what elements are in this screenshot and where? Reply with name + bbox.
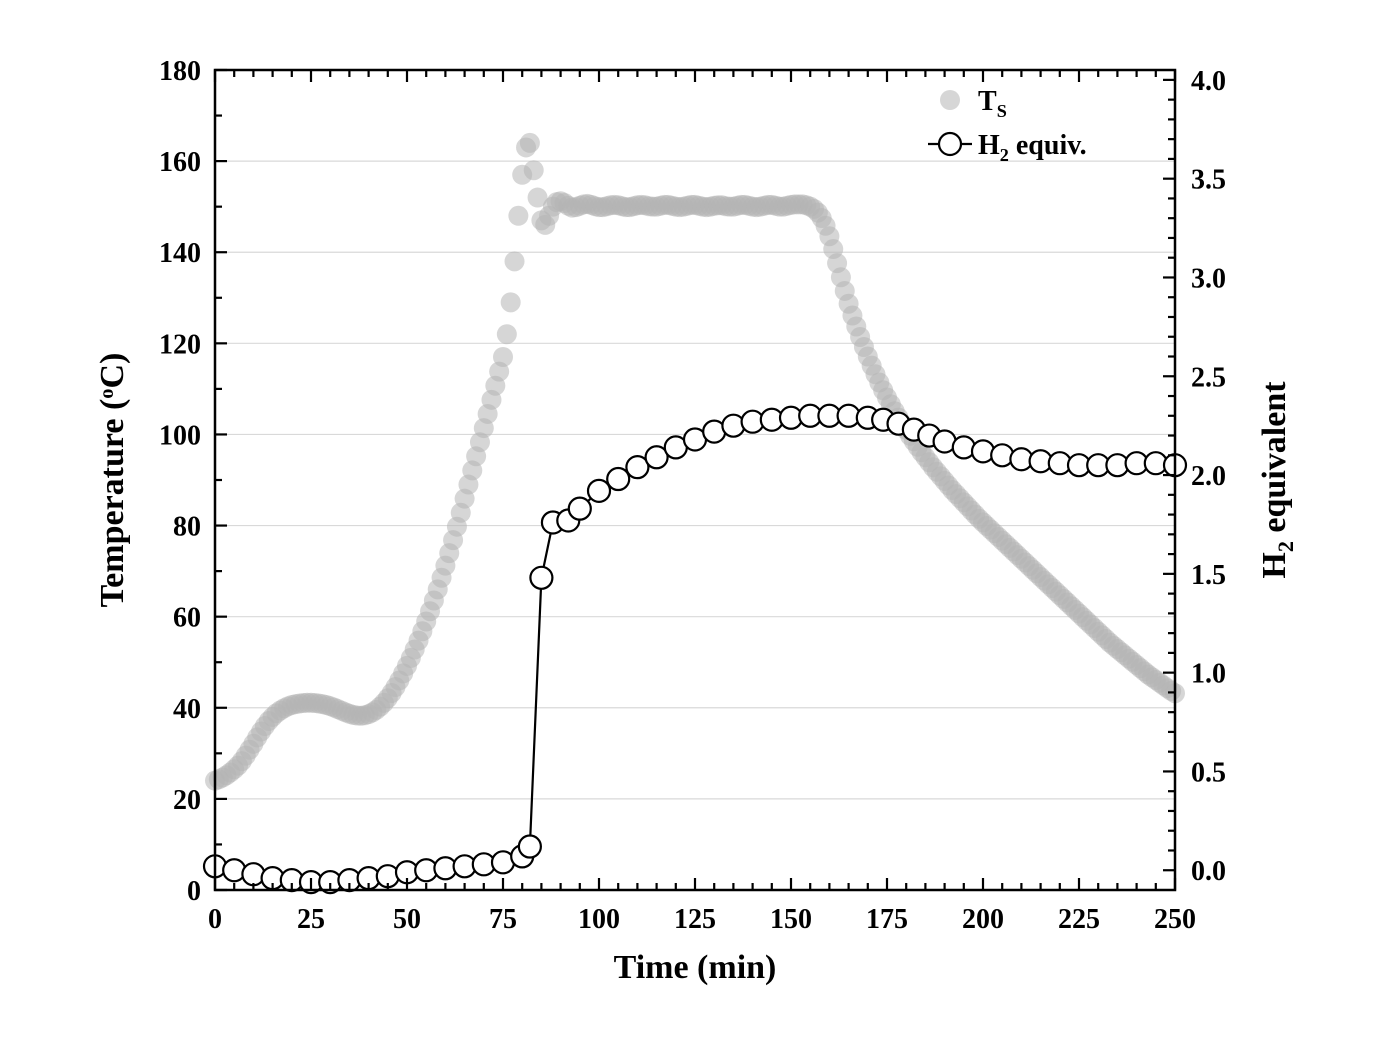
yr-tick-label: 1.0 [1191,659,1226,690]
yl-tick-label: 100 [159,420,201,451]
yr-tick-label: 3.5 [1191,165,1226,196]
yr-tick-label: 0.5 [1191,757,1226,788]
ts-point [501,292,521,312]
x-tick-label: 25 [297,904,325,935]
x-tick-label: 225 [1058,904,1100,935]
h2-point [569,498,591,520]
h2-point [530,567,552,589]
h2-point [607,468,629,490]
ts-point [524,160,544,180]
x-tick-label: 200 [962,904,1004,935]
x-tick-label: 250 [1154,904,1196,935]
h2-point [519,836,541,858]
x-tick-label: 150 [770,904,812,935]
chart-svg: 0 25 50 75 100 125 150 175 200 225 250 0 20 40 60 80 100… [0,0,1385,1061]
ts-point [497,324,517,344]
legend-h2-icon [939,133,961,155]
ts-point [493,347,513,367]
x-tick-label: 125 [674,904,716,935]
yr-tick-label: 2.0 [1191,461,1226,492]
chart-bg [0,0,1385,1061]
legend-ts-icon [940,90,960,110]
yl-tick-label: 40 [173,694,201,725]
x-tick-label: 100 [578,904,620,935]
yl-tick-label: 120 [159,329,201,360]
legend-h2-label: H2 equiv. [978,130,1087,165]
ts-point [505,251,525,271]
x-tick-label: 175 [866,904,908,935]
yl-tick-label: 60 [173,603,201,634]
h2-point [588,480,610,502]
yr-tick-label: 2.5 [1191,362,1226,393]
yr-tick-label: 1.5 [1191,560,1226,591]
yr-tick-label: 0.0 [1191,856,1226,887]
yr-tick-label: 3.0 [1191,263,1226,294]
yl-tick-label: 0 [187,876,201,907]
x-tick-label: 0 [208,904,222,935]
x-tick-label: 75 [489,904,517,935]
yl-tick-label: 180 [159,56,201,87]
ts-point [520,133,540,153]
yl-tick-label: 140 [159,238,201,269]
chart-container: 0 25 50 75 100 125 150 175 200 225 250 0 20 40 60 80 100… [0,0,1385,1061]
x-tick-label: 50 [393,904,421,935]
yl-tick-label: 160 [159,147,201,178]
x-axis-title: Time (min) [614,949,777,986]
yl-tick-label: 20 [173,785,201,816]
yl-tick-label: 80 [173,512,201,543]
yr-tick-label: 4.0 [1191,66,1226,97]
ts-point [508,206,528,226]
